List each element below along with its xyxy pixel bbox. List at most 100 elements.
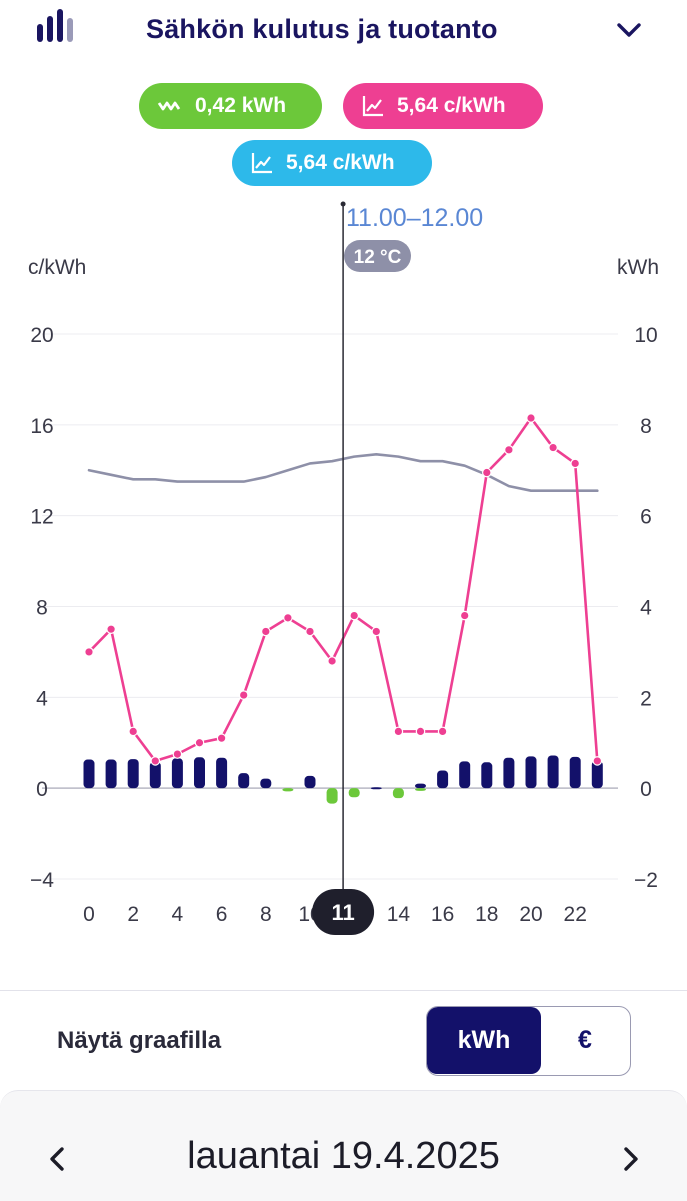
spot-price-point	[217, 734, 225, 742]
consumption-bar	[238, 773, 249, 788]
consumption-bar	[128, 759, 139, 788]
spot-price-point	[262, 627, 270, 635]
spot-price-point	[571, 459, 579, 467]
selection-cursor-dot	[341, 202, 346, 207]
right-axis-label: kWh	[617, 256, 659, 279]
right-axis-tick: −2	[634, 869, 658, 892]
consumption-bar	[459, 761, 470, 788]
spot-price-point	[328, 657, 336, 665]
production-bar	[393, 788, 404, 798]
spot-price-point	[173, 750, 181, 758]
left-axis-tick: 4	[36, 687, 48, 710]
consumption-bar	[194, 757, 205, 788]
bar-chart-icon	[36, 8, 76, 44]
x-axis-tick: 8	[260, 903, 272, 926]
spot-price-point	[85, 648, 93, 656]
spot-price-point	[483, 468, 491, 476]
temperature-badge-label: 12 °C	[354, 247, 402, 268]
spot-price-point	[372, 627, 380, 635]
left-axis-tick: 20	[30, 324, 53, 347]
spot-price-point	[593, 757, 601, 765]
x-axis-tick: 2	[127, 903, 139, 926]
spot-price-point	[151, 757, 159, 765]
right-axis-tick: 0	[640, 778, 652, 801]
left-axis-tick: 0	[36, 778, 48, 801]
production-bar	[415, 788, 426, 791]
legend-contract-price[interactable]: 5,64 c/kWh	[232, 140, 432, 186]
spot-price-point	[306, 627, 314, 635]
consumption-bar	[481, 762, 492, 788]
unit-eur-button[interactable]: €	[541, 1007, 629, 1074]
left-axis-label: c/kWh	[28, 256, 86, 279]
selected-hour-label: 11	[331, 900, 354, 925]
consumption-bar	[548, 755, 559, 788]
consumption-bar	[305, 776, 316, 788]
x-axis-tick: 6	[216, 903, 228, 926]
consumption-bar	[415, 784, 426, 789]
consumption-bar	[570, 757, 581, 788]
consumption-bar	[371, 787, 382, 789]
energy-wave-icon	[157, 98, 183, 114]
consumption-bar	[216, 758, 227, 788]
right-axis-tick: 2	[640, 687, 652, 710]
chevron-right-icon[interactable]	[612, 1141, 648, 1177]
left-axis-tick: 16	[30, 415, 53, 438]
unit-kwh-button[interactable]: kWh	[427, 1007, 541, 1074]
spot-price-point	[107, 625, 115, 633]
spot-price-point	[416, 727, 424, 735]
consumption-bar	[503, 758, 514, 788]
spot-price-point	[350, 611, 358, 619]
chevron-down-icon[interactable]	[612, 16, 646, 44]
right-axis-tick: 4	[640, 597, 652, 620]
spot-price-point	[240, 691, 248, 699]
consumption-bar	[84, 760, 95, 789]
legend-net-energy-label: 0,42 kWh	[195, 94, 286, 118]
legend-spot-price-label: 5,64 c/kWh	[397, 94, 506, 118]
unit-toggle: kWh €	[426, 1006, 631, 1076]
consumption-bar	[106, 760, 117, 789]
consumption-bar	[172, 758, 183, 788]
x-axis-tick: 18	[475, 903, 498, 926]
right-axis-tick: 10	[634, 324, 657, 347]
consumption-chart[interactable]: 2010168126844200−4−2c/kWhkWh024681012141…	[0, 196, 687, 956]
header: Sähkön kulutus ja tuotanto	[0, 0, 687, 64]
legend-spot-price[interactable]: 5,64 c/kWh	[343, 83, 543, 129]
show-on-chart-label: Näytä graafilla	[57, 1027, 221, 1055]
x-axis-tick: 20	[519, 903, 542, 926]
selected-date: lauantai 19.4.2025	[0, 1135, 687, 1178]
x-axis-tick: 16	[431, 903, 454, 926]
page-title: Sähkön kulutus ja tuotanto	[146, 14, 498, 45]
spot-price-point	[284, 614, 292, 622]
legend-contract-price-label: 5,64 c/kWh	[286, 151, 395, 175]
date-navigator: lauantai 19.4.2025	[0, 1090, 687, 1201]
production-bar	[327, 788, 338, 803]
x-axis-tick: 22	[564, 903, 587, 926]
spot-price-point	[195, 739, 203, 747]
consumption-bar	[526, 756, 537, 788]
spot-price-point	[129, 727, 137, 735]
consumption-bar	[150, 762, 161, 788]
x-axis-tick: 14	[387, 903, 411, 926]
legend-net-energy[interactable]: 0,42 kWh	[139, 83, 322, 129]
chart-settings: Näytä graafilla kWh €	[0, 990, 687, 1091]
spot-price-point	[527, 414, 535, 422]
left-axis-tick: −4	[30, 869, 54, 892]
x-axis-tick: 4	[172, 903, 184, 926]
spot-price-point	[461, 611, 469, 619]
spot-price-point	[505, 446, 513, 454]
line-chart-icon	[361, 94, 385, 118]
tooltip-time-range: 11.00–12.00	[346, 204, 483, 232]
left-axis-tick: 8	[36, 597, 48, 620]
consumption-bar	[437, 770, 448, 788]
right-axis-tick: 8	[640, 415, 652, 438]
consumption-bar	[260, 779, 271, 789]
spot-price-point	[549, 443, 557, 451]
line-chart-icon	[250, 151, 274, 175]
left-axis-tick: 12	[30, 506, 53, 529]
spot-price-point	[394, 727, 402, 735]
production-bar	[282, 788, 293, 791]
spot-price-point	[438, 727, 446, 735]
right-axis-tick: 6	[640, 506, 652, 529]
x-axis-tick: 0	[83, 903, 95, 926]
production-bar	[349, 788, 360, 797]
